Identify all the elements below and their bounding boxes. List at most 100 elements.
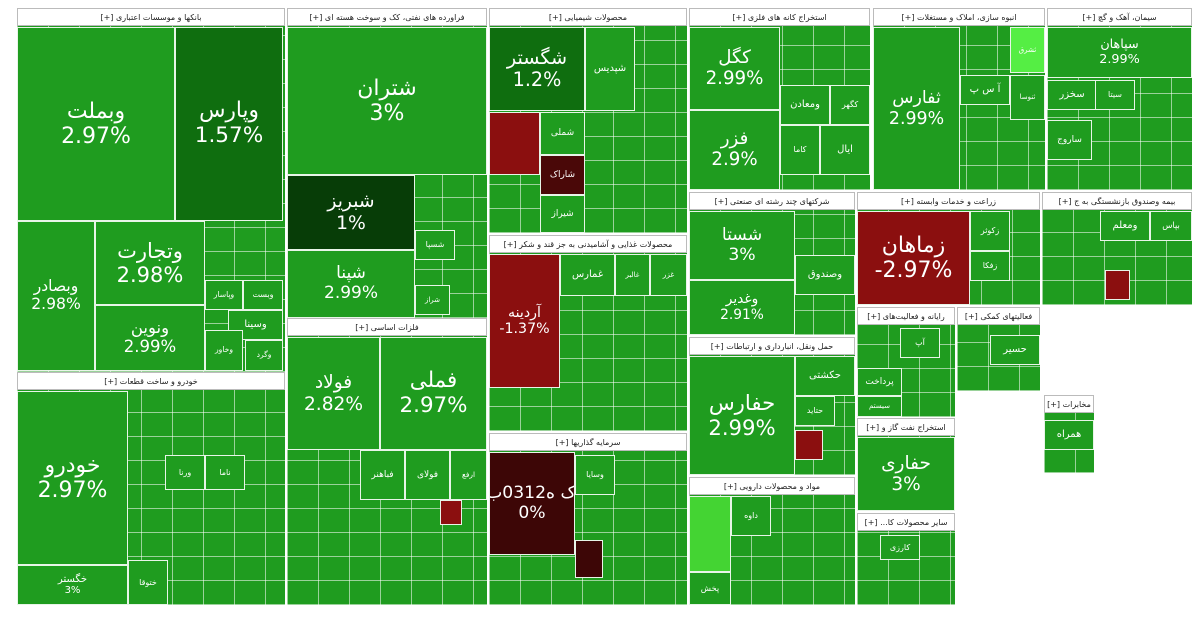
stock-tile[interactable]: سپاهان 2.99% bbox=[1047, 27, 1192, 78]
sector-header[interactable]: سرمایه گذاریها [+] bbox=[489, 433, 687, 451]
stock-tile[interactable]: غالبر bbox=[615, 254, 650, 296]
stock-tile[interactable]: وسایا bbox=[575, 455, 615, 495]
stock-tile[interactable]: شسپا bbox=[415, 230, 455, 260]
stock-tile[interactable]: کارزی bbox=[880, 535, 920, 560]
stock-tile[interactable]: ناما bbox=[205, 455, 245, 490]
stock-tile[interactable]: شیراز bbox=[540, 195, 585, 233]
sector-header[interactable]: فعالیتهای کمکی [+] bbox=[957, 307, 1040, 325]
stock-tile[interactable]: شپدیس bbox=[585, 27, 635, 111]
stock-tile[interactable]: شراز bbox=[415, 285, 450, 315]
stock-tile[interactable]: شاراک bbox=[540, 155, 585, 195]
sector-header[interactable]: استخراج نفت گاز و [+] bbox=[857, 418, 955, 436]
stock-tile[interactable]: زفکا bbox=[970, 251, 1010, 281]
stock-tile[interactable]: وپارس 1.57% bbox=[175, 27, 283, 221]
stock-tile[interactable] bbox=[489, 112, 540, 175]
stock-tile[interactable]: وخاور bbox=[205, 330, 243, 371]
stock-tile[interactable]: ونوین 2.99% bbox=[95, 305, 205, 371]
stock-tile[interactable]: شتران 3% bbox=[287, 27, 487, 175]
stock-tile[interactable]: غمارس bbox=[560, 254, 615, 296]
sector-header[interactable]: محصولات غذایی و آشامیدنی به جز قند و شکر… bbox=[489, 235, 687, 253]
stock-tile[interactable]: فملی 2.97% bbox=[380, 337, 487, 450]
stock-tile[interactable]: همراه bbox=[1044, 420, 1094, 450]
stock-name: سیستم bbox=[869, 402, 890, 411]
stock-tile[interactable]: ثفارس 2.99% bbox=[873, 27, 960, 190]
stock-name: آ س پ bbox=[969, 84, 1001, 96]
sector-header[interactable]: بانکها و موسسات اعتباری [+] bbox=[17, 8, 285, 26]
price-change: 2.99% bbox=[708, 414, 776, 440]
stock-tile[interactable]: حکشتی bbox=[795, 356, 855, 396]
stock-tile[interactable]: سرک ه0312ب010% bbox=[489, 452, 575, 555]
stock-tile[interactable]: فولای bbox=[405, 450, 450, 500]
sector-header[interactable]: محصولات شیمیایی [+] bbox=[489, 8, 687, 26]
stock-tile[interactable]: ثنوسا bbox=[1010, 75, 1045, 120]
stock-tile[interactable]: وبصادر 2.98% bbox=[17, 221, 95, 371]
stock-tile[interactable]: کاما bbox=[780, 125, 820, 175]
stock-tile[interactable]: پخش bbox=[689, 572, 731, 605]
stock-tile[interactable]: شستا 3% bbox=[689, 211, 795, 280]
stock-tile[interactable]: وتجارت 2.98% bbox=[95, 221, 205, 305]
stock-tile[interactable]: فزر 2.9% bbox=[689, 110, 780, 190]
stock-tile[interactable]: حسیر bbox=[990, 335, 1040, 365]
stock-tile[interactable]: حفاری 3% bbox=[857, 437, 955, 511]
stock-tile[interactable]: ورنا bbox=[165, 455, 205, 490]
sector-header[interactable]: شرکتهای چند رشته ای صنعتی [+] bbox=[689, 192, 855, 210]
stock-tile[interactable]: آپ bbox=[900, 328, 940, 358]
stock-tile[interactable]: وگرد bbox=[245, 340, 283, 371]
stock-tile[interactable]: خگستر 3% bbox=[17, 565, 128, 605]
sector-header[interactable]: سیمان، آهک و گچ [+] bbox=[1047, 8, 1192, 26]
sector-header[interactable]: سایر محصولات کا... [+] bbox=[857, 513, 955, 531]
sector-header[interactable]: فلزات اساسی [+] bbox=[287, 318, 487, 336]
stock-tile[interactable] bbox=[795, 430, 823, 460]
stock-tile[interactable]: وغدیر 2.91% bbox=[689, 280, 795, 335]
stock-name: وسینا bbox=[244, 319, 267, 331]
sector-header[interactable]: مواد و محصولات دارویی [+] bbox=[689, 477, 855, 495]
stock-tile[interactable]: وبست bbox=[243, 280, 283, 310]
stock-name: پرداخت bbox=[865, 376, 894, 387]
stock-tile[interactable] bbox=[575, 540, 603, 578]
sector-header[interactable]: حمل ونقل، انبارداری و ارتباطات [+] bbox=[689, 337, 855, 355]
stock-tile[interactable]: ثشرق bbox=[1010, 27, 1045, 73]
stock-tile[interactable]: حتاید bbox=[795, 396, 835, 426]
sector-header[interactable]: بیمه وصندوق بازنشستگی به ج [+] bbox=[1042, 192, 1192, 210]
stock-tile[interactable]: شملی bbox=[540, 112, 585, 155]
stock-tile[interactable] bbox=[1105, 270, 1130, 300]
stock-tile[interactable]: سیستم bbox=[857, 396, 902, 417]
stock-tile[interactable]: ایال bbox=[820, 125, 870, 175]
stock-tile[interactable]: وصندوق bbox=[795, 255, 855, 295]
sector-header[interactable]: انبوه سازی، املاک و مستغلات [+] bbox=[873, 8, 1045, 26]
stock-tile[interactable]: بپاس bbox=[1150, 211, 1192, 241]
sector-header[interactable]: استخراج کانه های فلزی [+] bbox=[689, 8, 870, 26]
stock-tile[interactable]: فباهنر bbox=[360, 450, 405, 500]
stock-tile[interactable]: کگهر bbox=[830, 85, 870, 125]
stock-tile[interactable]: آ س پ bbox=[960, 75, 1010, 105]
stock-tile[interactable]: حفارس 2.99% bbox=[689, 356, 795, 475]
sector-header[interactable]: خودرو و ساخت قطعات [+] bbox=[17, 372, 285, 390]
stock-tile[interactable]: شبریز 1% bbox=[287, 175, 415, 250]
stock-tile[interactable]: ارفع bbox=[450, 450, 487, 500]
stock-tile[interactable]: کگل 2.99% bbox=[689, 27, 780, 110]
stock-tile[interactable]: زماهان -2.97% bbox=[857, 211, 970, 305]
stock-tile[interactable]: سیتا bbox=[1095, 80, 1135, 110]
sector-header[interactable]: زراعت و خدمات وابسته [+] bbox=[857, 192, 1040, 210]
stock-tile[interactable]: وپاسار bbox=[205, 280, 243, 310]
stock-tile[interactable] bbox=[689, 496, 731, 572]
stock-tile[interactable]: پرداخت bbox=[857, 368, 902, 396]
stock-tile[interactable]: فولاد 2.82% bbox=[287, 337, 380, 450]
stock-tile[interactable]: شگستر 1.2% bbox=[489, 27, 585, 111]
stock-tile[interactable] bbox=[440, 500, 462, 525]
stock-tile[interactable]: وبملت 2.97% bbox=[17, 27, 175, 221]
stock-tile[interactable]: غزر bbox=[650, 254, 687, 296]
sector-header[interactable]: مخابرات [+] bbox=[1044, 395, 1094, 413]
stock-tile[interactable]: ختوقا bbox=[128, 560, 168, 605]
stock-tile[interactable]: سخزر bbox=[1047, 80, 1097, 110]
stock-tile[interactable]: شپنا 2.99% bbox=[287, 250, 415, 318]
stock-tile[interactable]: ساروج bbox=[1047, 120, 1092, 160]
sector-header[interactable]: فراورده های نفتی، کک و سوخت هسته ای [+] bbox=[287, 8, 487, 26]
stock-tile[interactable]: خودرو 2.97% bbox=[17, 391, 128, 565]
stock-tile[interactable]: زکوثر bbox=[970, 211, 1010, 251]
stock-tile[interactable]: داوه bbox=[731, 496, 771, 536]
stock-tile[interactable]: ومعلم bbox=[1100, 211, 1150, 241]
sector-header[interactable]: رایانه و فعالیت‌های [+] bbox=[857, 307, 955, 325]
stock-tile[interactable]: آردینه -1.37% bbox=[489, 254, 560, 388]
stock-tile[interactable]: ومعادن bbox=[780, 85, 830, 125]
